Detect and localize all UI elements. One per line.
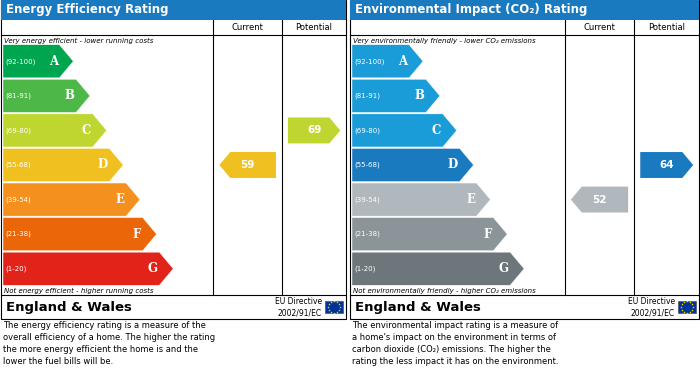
Text: (69-80): (69-80)	[354, 127, 380, 134]
Text: 59: 59	[241, 160, 255, 170]
Polygon shape	[3, 79, 90, 112]
Text: Not environmentally friendly - higher CO₂ emissions: Not environmentally friendly - higher CO…	[353, 287, 536, 294]
Polygon shape	[640, 152, 693, 178]
Text: G: G	[148, 262, 158, 275]
Polygon shape	[288, 117, 340, 143]
Text: Very environmentally friendly - lower CO₂ emissions: Very environmentally friendly - lower CO…	[353, 38, 536, 43]
Text: Potential: Potential	[648, 23, 685, 32]
Text: Energy Efficiency Rating: Energy Efficiency Rating	[6, 4, 169, 16]
Text: (39-54): (39-54)	[5, 196, 31, 203]
Polygon shape	[352, 45, 423, 78]
Text: Not energy efficient - higher running costs: Not energy efficient - higher running co…	[4, 287, 153, 294]
Text: (1-20): (1-20)	[354, 265, 375, 272]
Text: B: B	[64, 90, 75, 102]
Text: 52: 52	[592, 195, 607, 204]
Text: (1-20): (1-20)	[5, 265, 27, 272]
Text: C: C	[82, 124, 91, 137]
Text: (55-68): (55-68)	[354, 162, 379, 168]
Polygon shape	[3, 218, 157, 251]
Text: F: F	[484, 228, 492, 240]
Polygon shape	[3, 252, 173, 285]
Bar	[1, 0, 346, 319]
Polygon shape	[352, 252, 524, 285]
Text: The energy efficiency rating is a measure of the
overall efficiency of a home. T: The energy efficiency rating is a measur…	[3, 321, 215, 366]
Bar	[350, 0, 699, 20]
Text: D: D	[97, 158, 108, 172]
Text: (21-38): (21-38)	[5, 231, 31, 237]
Text: B: B	[414, 90, 424, 102]
Polygon shape	[352, 79, 440, 112]
Text: Potential: Potential	[295, 23, 332, 32]
Text: EU Directive
2002/91/EC: EU Directive 2002/91/EC	[275, 297, 322, 317]
Text: A: A	[49, 55, 58, 68]
Text: (55-68): (55-68)	[5, 162, 31, 168]
Text: C: C	[432, 124, 441, 137]
Text: A: A	[398, 55, 407, 68]
Text: England & Wales: England & Wales	[355, 301, 481, 314]
Text: (69-80): (69-80)	[5, 127, 31, 134]
Polygon shape	[352, 218, 508, 251]
Text: Very energy efficient - lower running costs: Very energy efficient - lower running co…	[4, 38, 153, 43]
Polygon shape	[352, 149, 473, 181]
Polygon shape	[3, 114, 106, 147]
Polygon shape	[571, 187, 628, 213]
Polygon shape	[352, 183, 491, 216]
Bar	[1, 0, 346, 20]
Text: E: E	[466, 193, 475, 206]
Text: E: E	[116, 193, 125, 206]
Polygon shape	[3, 149, 123, 181]
Text: G: G	[498, 262, 509, 275]
Text: Current: Current	[232, 23, 264, 32]
Polygon shape	[352, 114, 456, 147]
Text: (39-54): (39-54)	[354, 196, 379, 203]
Text: EU Directive
2002/91/EC: EU Directive 2002/91/EC	[628, 297, 675, 317]
Bar	[325, 301, 343, 313]
Bar	[350, 0, 699, 319]
Text: (81-91): (81-91)	[354, 93, 380, 99]
Text: (92-100): (92-100)	[354, 58, 384, 65]
Polygon shape	[219, 152, 276, 178]
Polygon shape	[3, 45, 73, 78]
Text: England & Wales: England & Wales	[6, 301, 132, 314]
Text: 69: 69	[307, 126, 321, 135]
Text: (92-100): (92-100)	[5, 58, 36, 65]
Text: Environmental Impact (CO₂) Rating: Environmental Impact (CO₂) Rating	[355, 4, 587, 16]
Text: F: F	[133, 228, 141, 240]
Text: (81-91): (81-91)	[5, 93, 31, 99]
Text: D: D	[448, 158, 458, 172]
Text: 64: 64	[659, 160, 674, 170]
Text: (21-38): (21-38)	[354, 231, 380, 237]
Text: The environmental impact rating is a measure of
a home's impact on the environme: The environmental impact rating is a mea…	[352, 321, 559, 366]
Polygon shape	[3, 183, 140, 216]
Text: Current: Current	[584, 23, 615, 32]
Bar	[678, 301, 696, 313]
